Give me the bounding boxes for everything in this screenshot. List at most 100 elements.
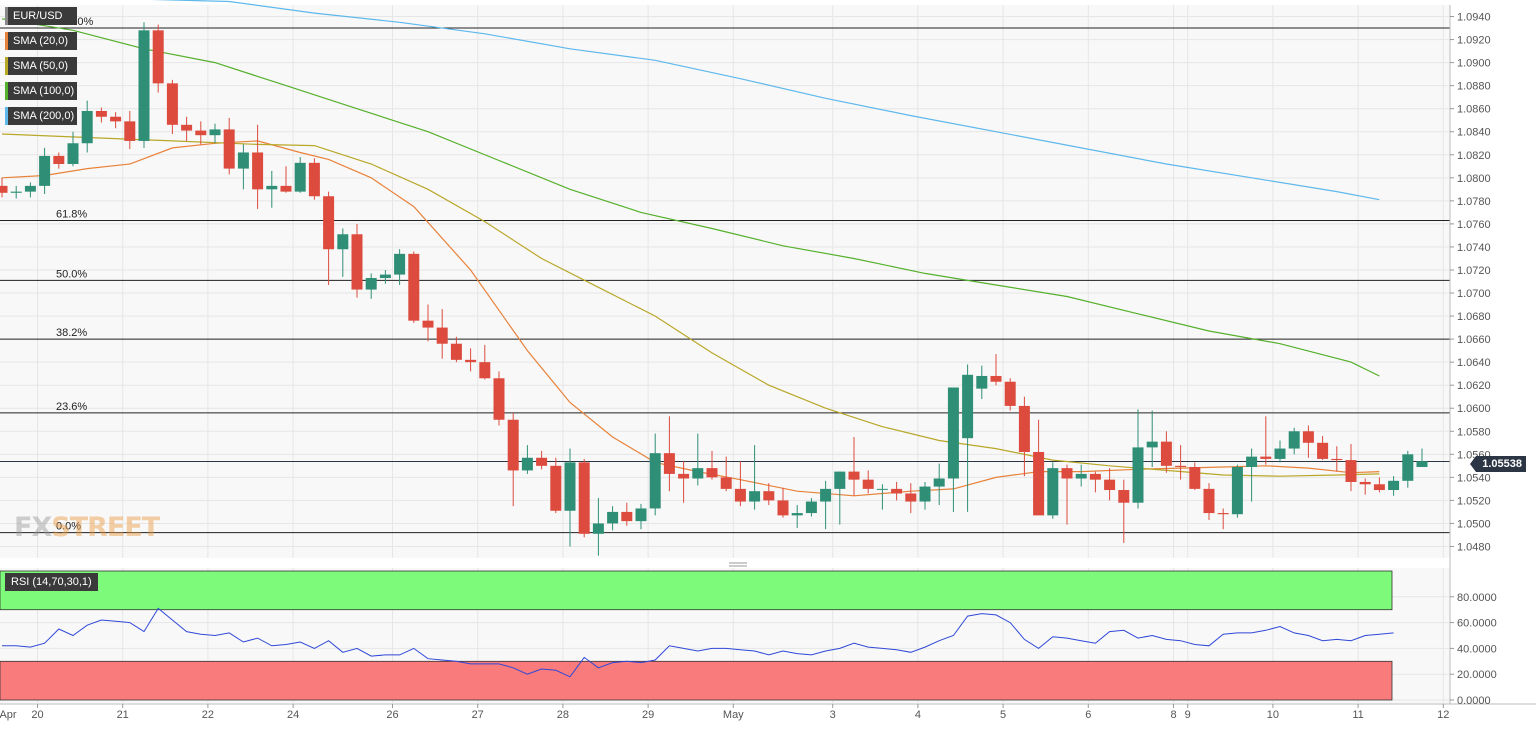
candle-body [408,253,420,321]
candle-body [1217,513,1229,515]
x-tick-label: 28 [557,709,569,721]
y-tick-label: 1.0720 [1457,265,1491,277]
candle-body [252,152,264,190]
candle-body [1189,466,1201,489]
candle-body [1004,381,1016,406]
candle-body [294,162,306,192]
candle-body [649,453,661,509]
candle-body [905,493,917,502]
candle-body [308,162,320,197]
candle-body [1302,431,1314,443]
candle-body [181,124,193,131]
candle-body [1018,405,1030,453]
candle-body [1089,473,1101,480]
rsi-line [2,607,1394,678]
candle-body [24,185,36,192]
candle-body [749,491,761,502]
candle-body [1203,488,1215,514]
candle-body [379,274,391,279]
chart-legend: EUR/USD SMA (20,0) SMA (50,0) SMA (100,0… [5,7,77,132]
legend-sma-100[interactable]: SMA (100,0) [5,82,77,100]
y-tick-label: 1.0660 [1457,334,1491,346]
candle-body [1416,461,1428,467]
candle-body [465,359,477,363]
x-tick-label: 27 [472,709,484,721]
candle-body [1345,460,1357,482]
candle-body [95,110,107,117]
candle-body [1118,490,1130,503]
fib-label-2: 50.0% [56,268,87,280]
x-tick-label: 24 [287,709,299,721]
candle-body [592,523,604,534]
candle-body [1317,442,1329,459]
legend-sma-20[interactable]: SMA (20,0) [5,32,77,50]
candle-body [1260,456,1272,459]
candle-body [394,253,406,275]
candle-body [1373,484,1385,491]
candle-body [1047,468,1059,516]
y-tick-label: 1.0760 [1457,219,1491,231]
x-tick-label: May [723,709,744,721]
candle-body [166,83,178,125]
candle-body [734,488,746,502]
legend-sma-50[interactable]: SMA (50,0) [5,57,77,75]
candle-body [10,191,22,193]
candle-body [976,375,988,389]
y-tick-label: 1.0800 [1457,173,1491,185]
candle-body [1146,441,1158,448]
x-tick-label: 29 [642,709,654,721]
rsi-legend[interactable]: RSI (14,70,30,1) [5,573,98,591]
legend-instrument-label: EUR/USD [13,10,63,22]
y-tick-label: 1.0820 [1457,150,1491,162]
legend-swatch-instrument [5,7,8,25]
legend-sma-100-label: SMA (100,0) [13,85,75,97]
y-tick-label: 1.0600 [1457,403,1491,415]
x-tick-label: 10 [1267,709,1279,721]
rsi-y-tick-label: 0.0000 [1457,695,1491,707]
candle-body [351,234,363,290]
legend-sma-200[interactable]: SMA (200,0) [5,107,77,125]
x-tick-label: 11 [1352,709,1363,721]
candle-body [990,375,1002,382]
candle-body [110,116,122,122]
candle-body [763,491,775,501]
fib-label-1: 61.8% [56,208,87,220]
candle-body [337,234,349,250]
candle-body [1388,480,1400,491]
candle-body [1175,465,1187,467]
candle-body [479,362,491,379]
x-tick-label: 6 [1085,709,1091,721]
x-tick-label: 3 [830,709,836,721]
candle-body [237,152,249,169]
candle-body [138,30,150,141]
candle-body [0,185,8,193]
rsi-y-tick-label: 40.0000 [1457,643,1497,655]
y-tick-label: 1.0940 [1457,12,1491,24]
candle-body [450,343,462,360]
pane-divider-handle[interactable] [729,562,747,567]
candle-body [53,155,65,164]
fib-label-5: 0.0% [56,521,81,533]
candle-body [81,110,93,144]
candle-body [266,185,278,190]
candle-body [791,513,803,516]
rsi-overbought-zone [0,570,1393,611]
moving-averages [1,0,1380,497]
candle-body [195,130,207,136]
rsi-oversold-zone [0,660,1393,701]
candle-body [1274,448,1286,459]
axes: 1.0940 1.0920 1.0900 1.0880 1.0860 1.0840 1.08… [0,5,1536,721]
candle-body [820,488,832,502]
y-tick-label: 1.0700 [1457,288,1491,300]
candle-body [550,465,562,511]
y-tick-label: 1.0680 [1457,311,1491,323]
candle-body [436,327,448,344]
rsi-y-tick-label: 60.0000 [1457,618,1497,630]
candle-body [1061,468,1073,479]
candle-body [1033,452,1045,516]
legend-instrument[interactable]: EUR/USD [5,7,77,25]
candle-body [607,511,619,524]
y-tick-label: 1.0780 [1457,196,1491,208]
